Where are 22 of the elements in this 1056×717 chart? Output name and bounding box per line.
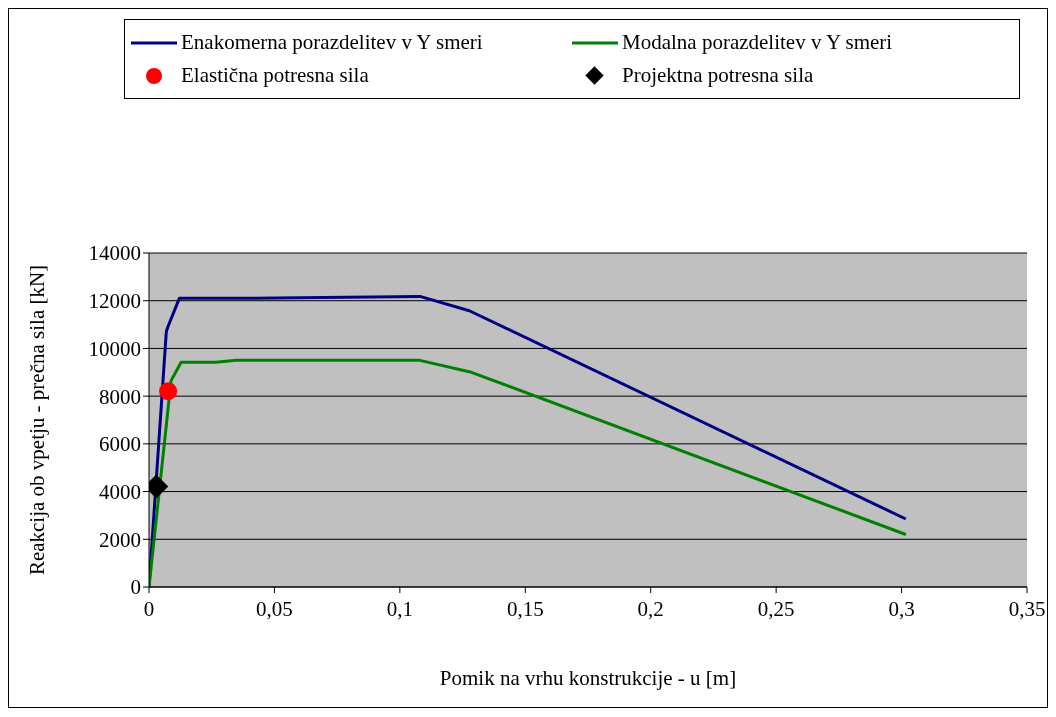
y-tick-label: 10000 bbox=[88, 336, 141, 361]
y-tick-label: 12000 bbox=[88, 289, 141, 314]
y-tick-label: 8000 bbox=[99, 384, 141, 409]
y-tick-label: 0 bbox=[130, 575, 141, 600]
x-tick-label: 0,15 bbox=[506, 596, 544, 621]
x-tick-label: 0,3 bbox=[888, 596, 915, 621]
y-axis-title: Reakcija ob vpetju - prečna sila [kN] bbox=[25, 264, 50, 576]
legend-label: Modalna porazdelitev v Y smeri bbox=[622, 30, 893, 55]
legend-label: Elastična potresna sila bbox=[181, 63, 369, 88]
x-tick-label: 0,25 bbox=[757, 596, 795, 621]
y-tick-label: 4000 bbox=[99, 480, 141, 505]
legend-label: Enakomerna porazdelitev v Y smeri bbox=[181, 30, 483, 55]
x-tick-label: 0,05 bbox=[256, 596, 293, 621]
x-tick-label: 0,1 bbox=[386, 596, 413, 621]
x-tick-label: 0,35 bbox=[1008, 596, 1046, 621]
y-tick-label: 14000 bbox=[88, 241, 141, 266]
y-tick-label: 2000 bbox=[99, 527, 141, 552]
legend-label: Projektna potresna sila bbox=[622, 63, 814, 88]
x-tick-label: 0,2 bbox=[637, 596, 664, 621]
y-tick-label: 6000 bbox=[99, 432, 141, 457]
line-series bbox=[149, 358, 908, 587]
x-axis-title: Pomik na vrhu konstrukcije - u [m] bbox=[439, 666, 737, 690]
